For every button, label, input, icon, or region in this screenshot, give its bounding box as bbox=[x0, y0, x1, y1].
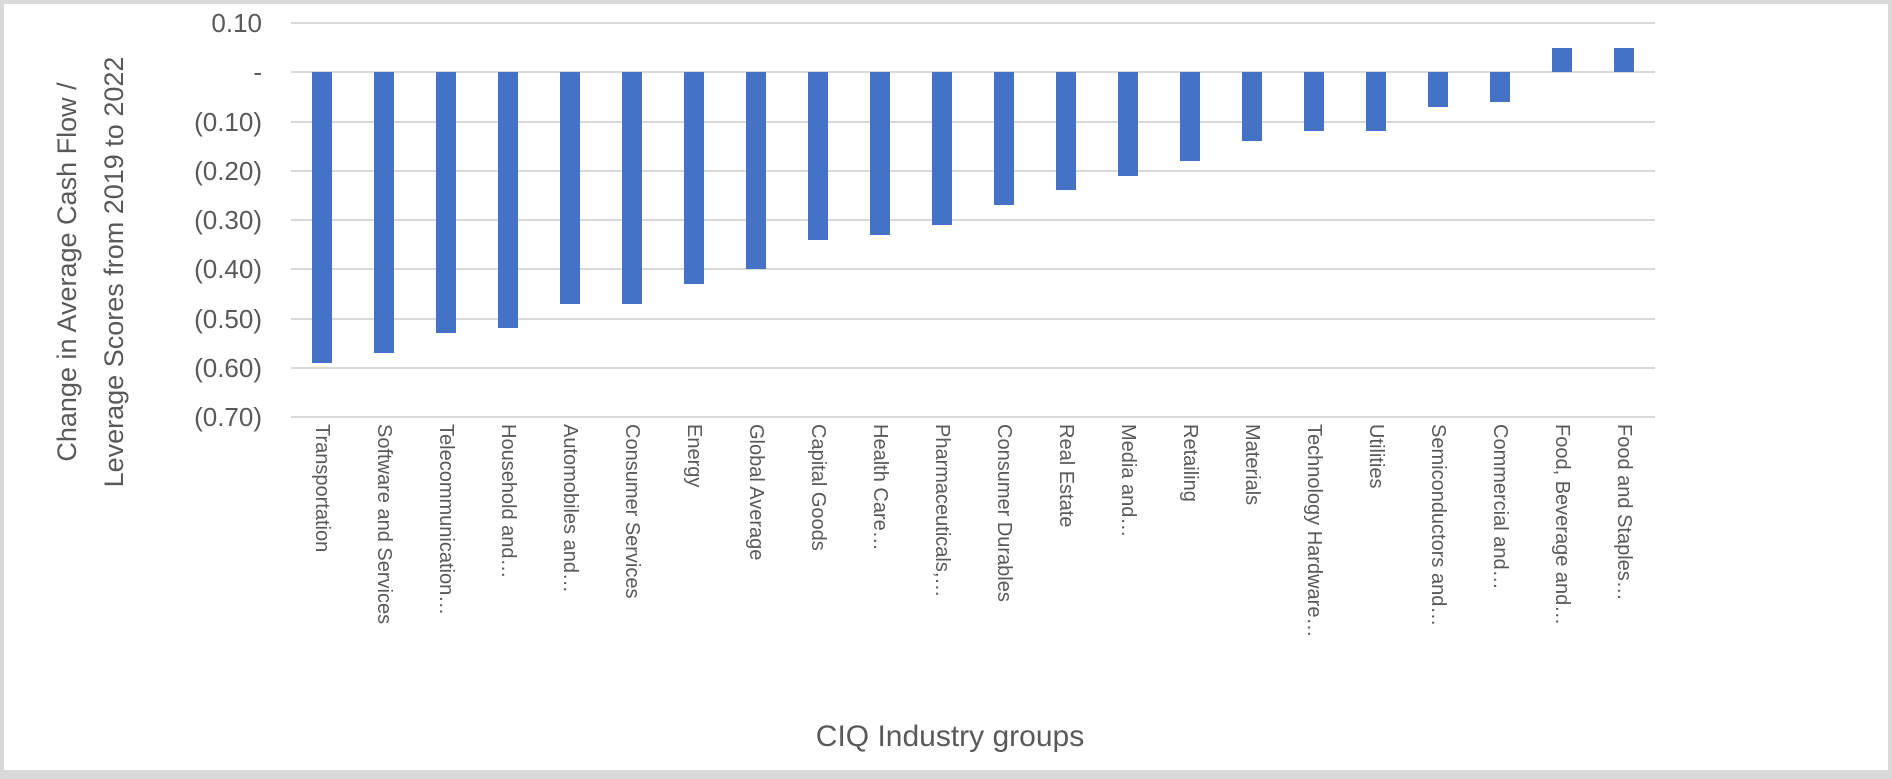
gridline bbox=[291, 317, 1655, 320]
y-tick-label: (0.20) bbox=[194, 155, 262, 186]
bar bbox=[560, 72, 580, 304]
x-category-label: Consumer Services bbox=[621, 424, 643, 599]
bar bbox=[1118, 72, 1138, 176]
y-tick-label: (0.10) bbox=[194, 106, 262, 137]
gridline bbox=[291, 120, 1655, 123]
bar bbox=[1614, 47, 1634, 73]
gridline bbox=[291, 366, 1655, 369]
x-axis-title: CIQ Industry groups bbox=[815, 720, 1085, 753]
x-category-label: Transportation bbox=[311, 424, 333, 553]
bar bbox=[1490, 72, 1510, 102]
y-tick-label: - bbox=[253, 57, 262, 88]
bar bbox=[1180, 72, 1200, 161]
bar bbox=[436, 72, 456, 334]
y-tick-label: (0.30) bbox=[194, 205, 262, 235]
bar bbox=[746, 72, 766, 270]
bar bbox=[808, 72, 828, 240]
x-category-label: Global Average bbox=[745, 424, 767, 561]
x-category-label: Materials bbox=[1241, 424, 1263, 506]
bar bbox=[312, 72, 332, 363]
bar bbox=[870, 72, 890, 235]
x-category-label: Semiconductors and… bbox=[1427, 424, 1449, 627]
x-category-label: Food, Beverage and… bbox=[1551, 424, 1573, 626]
gridline bbox=[291, 416, 1655, 418]
gridline bbox=[291, 22, 1655, 24]
x-category-label: Software and Services bbox=[373, 424, 395, 625]
y-axis-title-line1: Change in Average Cash Flow / bbox=[52, 82, 82, 462]
x-category-label: Food and Staples… bbox=[1613, 424, 1635, 601]
y-axis-title: Change in Average Cash Flow / Leverage S… bbox=[44, 0, 140, 592]
bar bbox=[1366, 72, 1386, 132]
bar bbox=[994, 72, 1014, 206]
bar bbox=[1552, 47, 1572, 73]
y-tick-label: 0.10 bbox=[211, 8, 262, 38]
y-tick-label: (0.60) bbox=[194, 352, 262, 383]
x-category-label: Household and… bbox=[497, 424, 519, 579]
bar bbox=[498, 72, 518, 329]
bar bbox=[932, 72, 952, 225]
bar bbox=[1242, 72, 1262, 142]
y-tick-label: (0.40) bbox=[194, 254, 262, 285]
bar bbox=[1428, 72, 1448, 107]
y-tick-label: (0.50) bbox=[194, 303, 262, 334]
bar bbox=[1056, 72, 1076, 191]
x-category-label: Technology Hardware… bbox=[1303, 424, 1325, 638]
bar bbox=[684, 72, 704, 285]
x-category-label: Utilities bbox=[1365, 424, 1387, 489]
gridline bbox=[291, 71, 1655, 74]
y-axis-title-line2: Leverage Scores from 2019 to 2022 bbox=[99, 56, 129, 488]
x-category-label: Retailing bbox=[1179, 424, 1201, 502]
bar bbox=[374, 72, 394, 353]
x-category-label: Media and… bbox=[1117, 424, 1139, 538]
y-tick-label: (0.70) bbox=[194, 402, 262, 432]
gridline bbox=[291, 169, 1655, 172]
x-category-label: Automobiles and… bbox=[559, 424, 581, 593]
bar bbox=[622, 72, 642, 304]
gridline bbox=[291, 219, 1655, 221]
bar bbox=[1304, 72, 1324, 132]
x-category-label: Energy bbox=[683, 424, 705, 488]
x-category-label: Commercial and… bbox=[1489, 424, 1511, 590]
gridline bbox=[291, 268, 1655, 271]
x-category-label: Telecommunication… bbox=[435, 424, 457, 616]
